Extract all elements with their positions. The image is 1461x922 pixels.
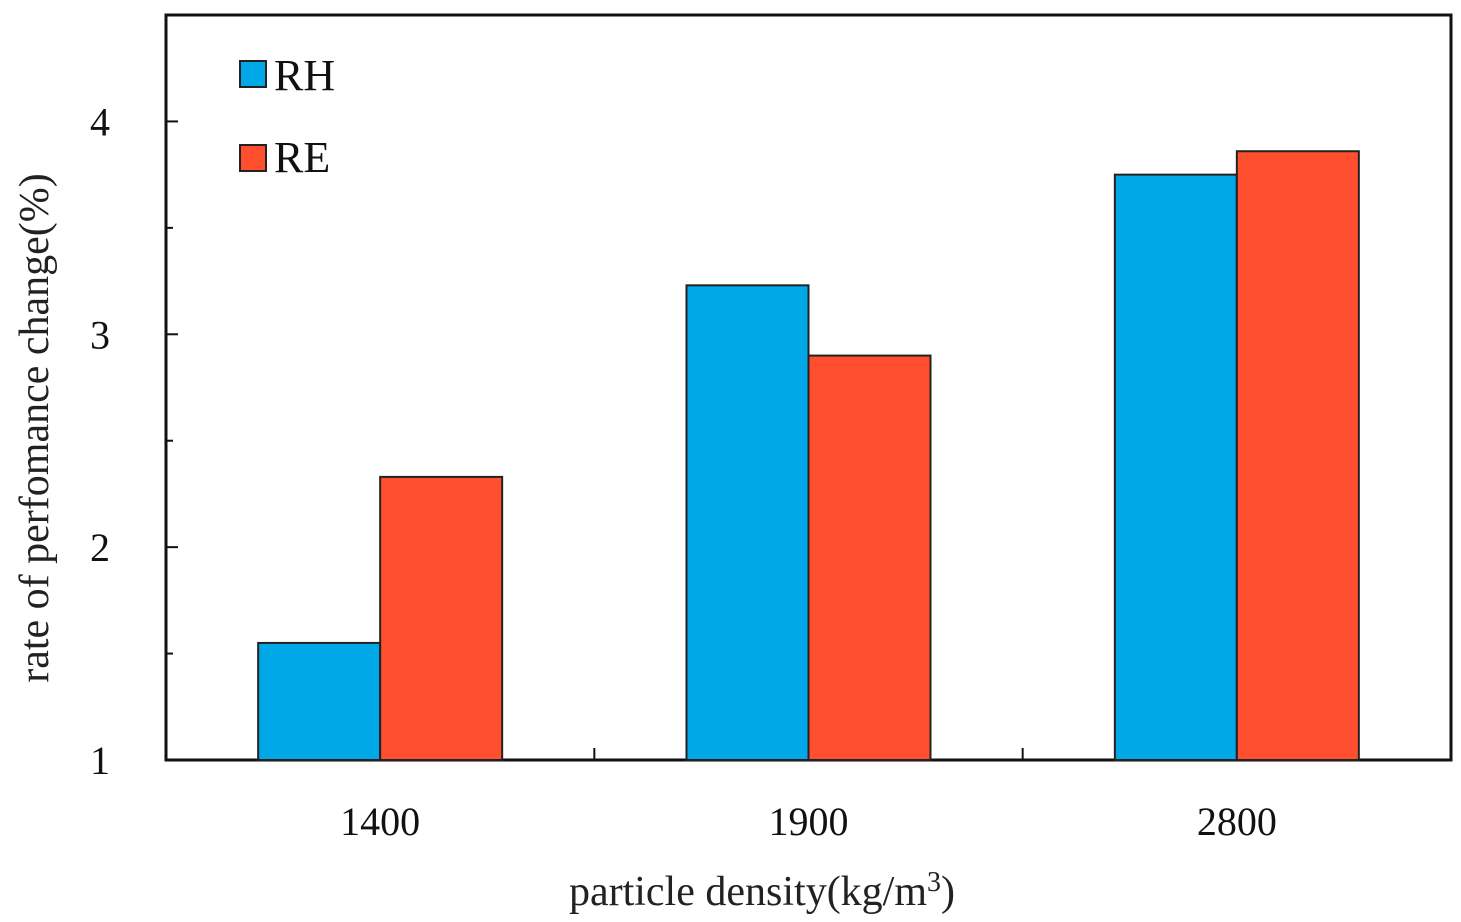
bar-rh-1400 xyxy=(257,641,382,762)
legend-swatch-rh xyxy=(239,60,267,88)
y-axis-title: rate of perfomance change(%) xyxy=(12,173,58,683)
y-tick-label-4: 4 xyxy=(90,99,110,144)
x-axis-title-suffix: ) xyxy=(941,869,955,915)
bar-re-1400 xyxy=(379,475,504,761)
bars-group xyxy=(257,150,1360,762)
bar-rh-1900 xyxy=(685,284,810,761)
bar-rh-2800 xyxy=(1113,173,1238,761)
y-tick-label-3: 3 xyxy=(90,312,110,357)
x-tick-label-1900: 1900 xyxy=(769,799,849,844)
x-tick-label-2800: 2800 xyxy=(1197,799,1277,844)
legend-swatch-re xyxy=(239,144,267,172)
x-axis-title-superscript: 3 xyxy=(927,867,941,898)
x-axis-title-main: particle density(kg/m xyxy=(569,869,927,915)
y-axis-ticks: 1 2 3 4 xyxy=(90,99,178,783)
legend-label-rh: RH xyxy=(274,51,335,100)
bar-re-2800 xyxy=(1235,150,1360,761)
x-tick-label-1400: 1400 xyxy=(340,799,420,844)
y-tick-label-1: 1 xyxy=(90,738,110,783)
bar-re-1900 xyxy=(807,354,932,761)
x-axis-title: particle density(kg/m3) xyxy=(569,867,955,915)
legend-label-re: RE xyxy=(274,133,330,182)
legend: RH RE xyxy=(239,51,335,182)
x-axis-ticks: 1400 1900 2800 xyxy=(340,748,1277,844)
y-tick-label-2: 2 xyxy=(90,525,110,570)
